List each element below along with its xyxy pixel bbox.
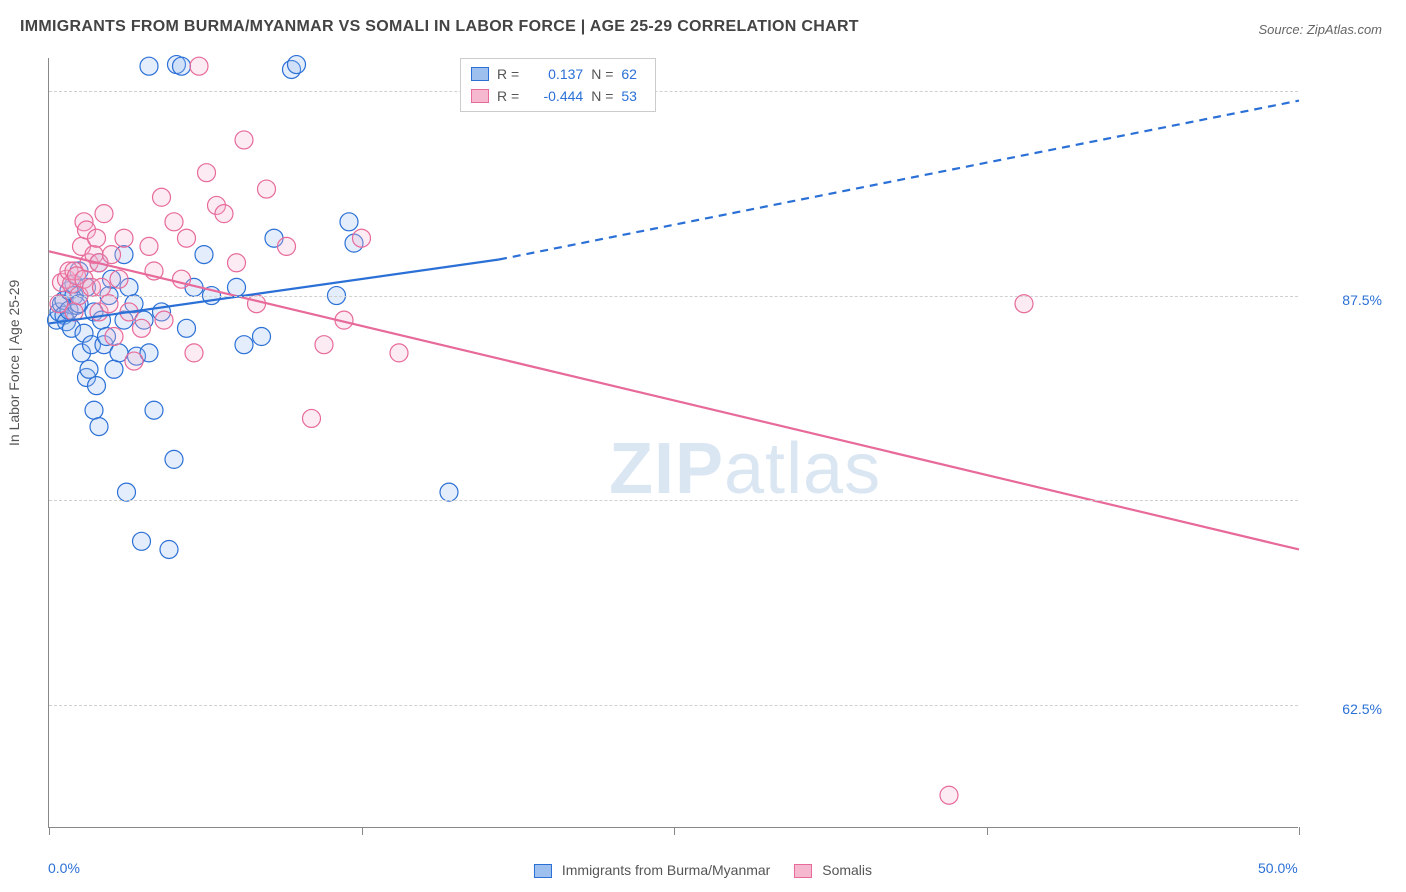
data-point	[80, 360, 98, 378]
x-tick	[987, 827, 988, 835]
data-point	[228, 254, 246, 272]
data-point	[88, 229, 106, 247]
data-point	[440, 483, 458, 501]
x-tick	[674, 827, 675, 835]
legend-R-somali: -0.444	[527, 85, 583, 107]
data-point	[90, 418, 108, 436]
legend-swatch-burma-bottom	[534, 864, 552, 878]
data-point	[153, 188, 171, 206]
data-point	[173, 57, 191, 75]
data-point	[140, 237, 158, 255]
gridline-h	[49, 705, 1298, 706]
source-label: Source: ZipAtlas.com	[1258, 22, 1382, 37]
plot-area: ZIPatlas	[48, 58, 1298, 828]
legend-N-somali: 53	[621, 85, 645, 107]
x-tick-label: 0.0%	[48, 860, 80, 876]
legend-row-somali: R = -0.444 N = 53	[471, 85, 645, 107]
y-tick-label: 87.5%	[1342, 292, 1382, 308]
data-point	[315, 336, 333, 354]
data-point	[165, 450, 183, 468]
legend-swatch-somali	[471, 89, 489, 103]
data-point	[235, 131, 253, 149]
data-point	[125, 352, 143, 370]
data-point	[390, 344, 408, 362]
data-point	[105, 328, 123, 346]
data-point	[195, 246, 213, 264]
legend-R-label: R =	[497, 85, 519, 107]
legend-row-burma: R = 0.137 N = 62	[471, 63, 645, 85]
data-point	[353, 229, 371, 247]
data-point	[248, 295, 266, 313]
data-point	[178, 229, 196, 247]
legend-stats-box: R = 0.137 N = 62 R = -0.444 N = 53	[460, 58, 656, 112]
plot-svg	[49, 58, 1298, 827]
legend-swatch-burma	[471, 67, 489, 81]
data-point	[940, 786, 958, 804]
data-point	[165, 213, 183, 231]
legend-R-burma: 0.137	[527, 63, 583, 85]
data-point	[103, 246, 121, 264]
data-point	[215, 205, 233, 223]
legend-label-somali: Somalis	[822, 862, 872, 878]
data-point	[258, 180, 276, 198]
data-point	[278, 237, 296, 255]
y-tick-label: 62.5%	[1342, 701, 1382, 717]
legend-N-label: N =	[591, 85, 613, 107]
data-point	[288, 56, 306, 74]
data-point	[110, 270, 128, 288]
x-tick-label: 50.0%	[1258, 860, 1298, 876]
data-point	[235, 336, 253, 354]
data-point	[185, 344, 203, 362]
data-point	[105, 360, 123, 378]
x-tick	[49, 827, 50, 835]
data-point	[160, 540, 178, 558]
data-point	[88, 377, 106, 395]
legend-bottom: Immigrants from Burma/Myanmar Somalis	[534, 862, 872, 878]
data-point	[140, 57, 158, 75]
legend-R-label: R =	[497, 63, 519, 85]
data-point	[178, 319, 196, 337]
data-point	[118, 483, 136, 501]
x-tick	[1299, 827, 1300, 835]
y-axis-label: In Labor Force | Age 25-29	[6, 280, 22, 446]
gridline-h	[49, 91, 1298, 92]
data-point	[1015, 295, 1033, 313]
data-point	[155, 311, 173, 329]
data-point	[133, 319, 151, 337]
legend-label-burma: Immigrants from Burma/Myanmar	[562, 862, 770, 878]
data-point	[115, 229, 133, 247]
data-point	[100, 295, 118, 313]
data-point	[85, 401, 103, 419]
data-point	[253, 328, 271, 346]
legend-swatch-somali-bottom	[794, 864, 812, 878]
x-tick	[362, 827, 363, 835]
legend-N-burma: 62	[621, 63, 645, 85]
data-point	[95, 205, 113, 223]
legend-item-somali: Somalis	[794, 862, 872, 878]
data-point	[93, 278, 111, 296]
gridline-h	[49, 500, 1298, 501]
data-point	[145, 401, 163, 419]
gridline-h	[49, 296, 1298, 297]
data-point	[190, 57, 208, 75]
legend-item-burma: Immigrants from Burma/Myanmar	[534, 862, 770, 878]
data-point	[198, 164, 216, 182]
trend-line	[499, 101, 1299, 260]
data-point	[133, 532, 151, 550]
legend-N-label: N =	[591, 63, 613, 85]
data-point	[340, 213, 358, 231]
chart-title: IMMIGRANTS FROM BURMA/MYANMAR VS SOMALI …	[20, 18, 859, 36]
data-point	[303, 409, 321, 427]
